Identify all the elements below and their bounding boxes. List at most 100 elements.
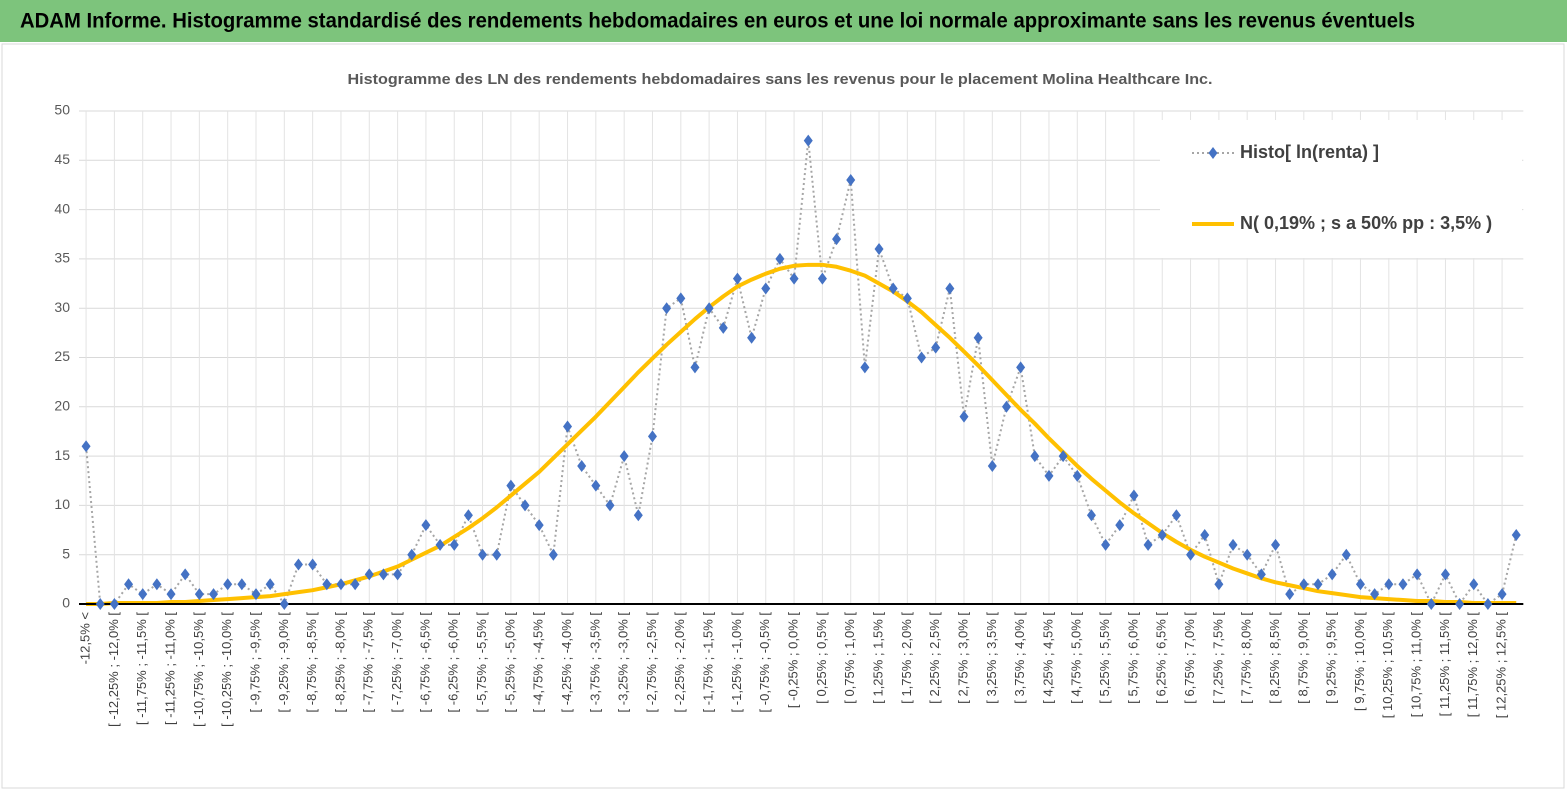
marker xyxy=(194,588,204,601)
legend-box xyxy=(1160,120,1522,258)
marker xyxy=(1497,588,1507,601)
marker xyxy=(506,479,516,492)
marker xyxy=(81,440,91,453)
marker xyxy=(704,302,714,315)
marker xyxy=(393,568,403,581)
marker xyxy=(1469,578,1479,591)
marker xyxy=(846,174,856,187)
marker xyxy=(1129,489,1139,502)
x-tick-label: [ -0,25% ; 0,0% [ xyxy=(786,612,801,708)
marker xyxy=(860,361,870,374)
x-tick-label: [ -0,75% ; -0,5% [ xyxy=(757,612,772,713)
x-tick-label: [ 2,75% ; 3,0% [ xyxy=(955,612,970,704)
marker xyxy=(1355,578,1365,591)
y-tick-label: 10 xyxy=(54,496,70,512)
marker xyxy=(109,598,119,610)
marker xyxy=(747,331,757,344)
x-tick-label: [ -4,75% ; -4,5% [ xyxy=(531,612,546,713)
x-tick-label: [ -9,25% ; -9,0% [ xyxy=(276,612,291,713)
x-tick-label: [ -7,75% ; -7,5% [ xyxy=(361,612,376,713)
marker xyxy=(789,272,799,285)
marker xyxy=(322,578,332,591)
marker xyxy=(237,578,247,591)
x-tick-label: [ 11,25% ; 11,5% [ xyxy=(1437,612,1452,717)
marker xyxy=(1271,538,1281,551)
marker xyxy=(1511,528,1521,541)
marker xyxy=(1200,528,1210,541)
x-tick-label: [ -1,25% ; -1,0% [ xyxy=(729,612,744,713)
marker xyxy=(1370,588,1380,601)
marker xyxy=(463,509,473,522)
marker xyxy=(336,578,346,591)
marker xyxy=(124,578,134,591)
marker xyxy=(138,588,148,601)
marker xyxy=(902,292,912,305)
x-tick-label: [ 4,75% ; 5,0% [ xyxy=(1069,612,1084,704)
marker xyxy=(1115,519,1125,532)
marker xyxy=(1327,568,1337,581)
y-tick-label: 50 xyxy=(54,102,70,118)
marker xyxy=(1483,598,1493,610)
marker xyxy=(1440,568,1450,581)
marker xyxy=(832,233,842,246)
x-tick-label: [ 2,25% ; 2,5% [ xyxy=(927,612,942,704)
x-tick-label: -12,5% < xyxy=(78,612,93,664)
legend-marker xyxy=(1208,147,1218,159)
x-tick-label: [ 5,75% ; 6,0% [ xyxy=(1125,612,1140,704)
y-tick-label: 0 xyxy=(62,595,70,611)
marker xyxy=(1426,598,1436,610)
marker xyxy=(1001,400,1011,413)
marker xyxy=(1242,548,1252,561)
marker xyxy=(1214,578,1224,591)
x-tick-label: [ 8,25% ; 8,5% [ xyxy=(1267,612,1282,704)
marker xyxy=(577,459,587,472)
marker xyxy=(945,282,955,295)
marker xyxy=(378,568,388,581)
x-tick-label: [ -8,75% ; -8,5% [ xyxy=(304,612,319,713)
x-tick-label: [ 6,25% ; 6,5% [ xyxy=(1154,612,1169,704)
marker xyxy=(803,134,813,147)
x-tick-label: [ 1,75% ; 2,0% [ xyxy=(899,612,914,704)
marker xyxy=(279,598,289,610)
x-tick-label: [ 3,25% ; 3,5% [ xyxy=(984,612,999,704)
x-tick-label: [ 9,25% ; 9,5% [ xyxy=(1324,612,1339,704)
chart-title: Histogramme des LN des rendements hebdom… xyxy=(348,71,1213,88)
marker xyxy=(180,568,190,581)
marker xyxy=(1143,538,1153,551)
x-tick-label: [ -6,25% ; -6,0% [ xyxy=(446,612,461,713)
x-tick-label: [ -2,25% ; -2,0% [ xyxy=(672,612,687,713)
x-tick-label: [ -3,75% ; -3,5% [ xyxy=(587,612,602,713)
x-tick-label: [ -8,25% ; -8,0% [ xyxy=(332,612,347,713)
marker xyxy=(223,578,233,591)
marker xyxy=(1256,568,1266,581)
marker xyxy=(478,548,488,561)
x-tick-label: [ -5,75% ; -5,5% [ xyxy=(474,612,489,713)
x-tick-label: [ 1,25% ; 1,5% [ xyxy=(870,612,885,704)
legend-label: Histo[ ln(renta) ] xyxy=(1240,142,1379,162)
x-tick-label: [ -12,25% ; -12,0% [ xyxy=(106,612,121,727)
legend: Histo[ ln(renta) ] N( 0,19% ; s a 50% pp … xyxy=(1160,120,1522,258)
x-tick-label: [ -4,25% ; -4,0% [ xyxy=(559,612,574,713)
marker xyxy=(435,538,445,551)
y-tick-label: 40 xyxy=(54,200,70,216)
marker xyxy=(775,252,785,265)
marker xyxy=(1228,538,1238,551)
marker xyxy=(676,292,686,305)
marker xyxy=(1384,578,1394,591)
marker xyxy=(1016,361,1026,374)
marker xyxy=(1157,528,1167,541)
marker xyxy=(265,578,275,591)
marker xyxy=(209,588,219,601)
x-tick-label: [ 7,25% ; 7,5% [ xyxy=(1210,612,1225,704)
marker xyxy=(407,548,417,561)
y-tick-label: 20 xyxy=(54,398,70,414)
marker xyxy=(1030,450,1040,463)
marker xyxy=(534,519,544,532)
marker xyxy=(364,568,374,581)
marker xyxy=(605,499,615,512)
x-tick-label: [ -11,25% ; -11,0% [ xyxy=(162,612,177,725)
marker xyxy=(662,302,672,315)
x-tick-label: [ 9,75% ; 10,0% [ xyxy=(1352,612,1367,711)
x-tick-label: [ -1,75% ; -1,5% [ xyxy=(701,612,716,713)
